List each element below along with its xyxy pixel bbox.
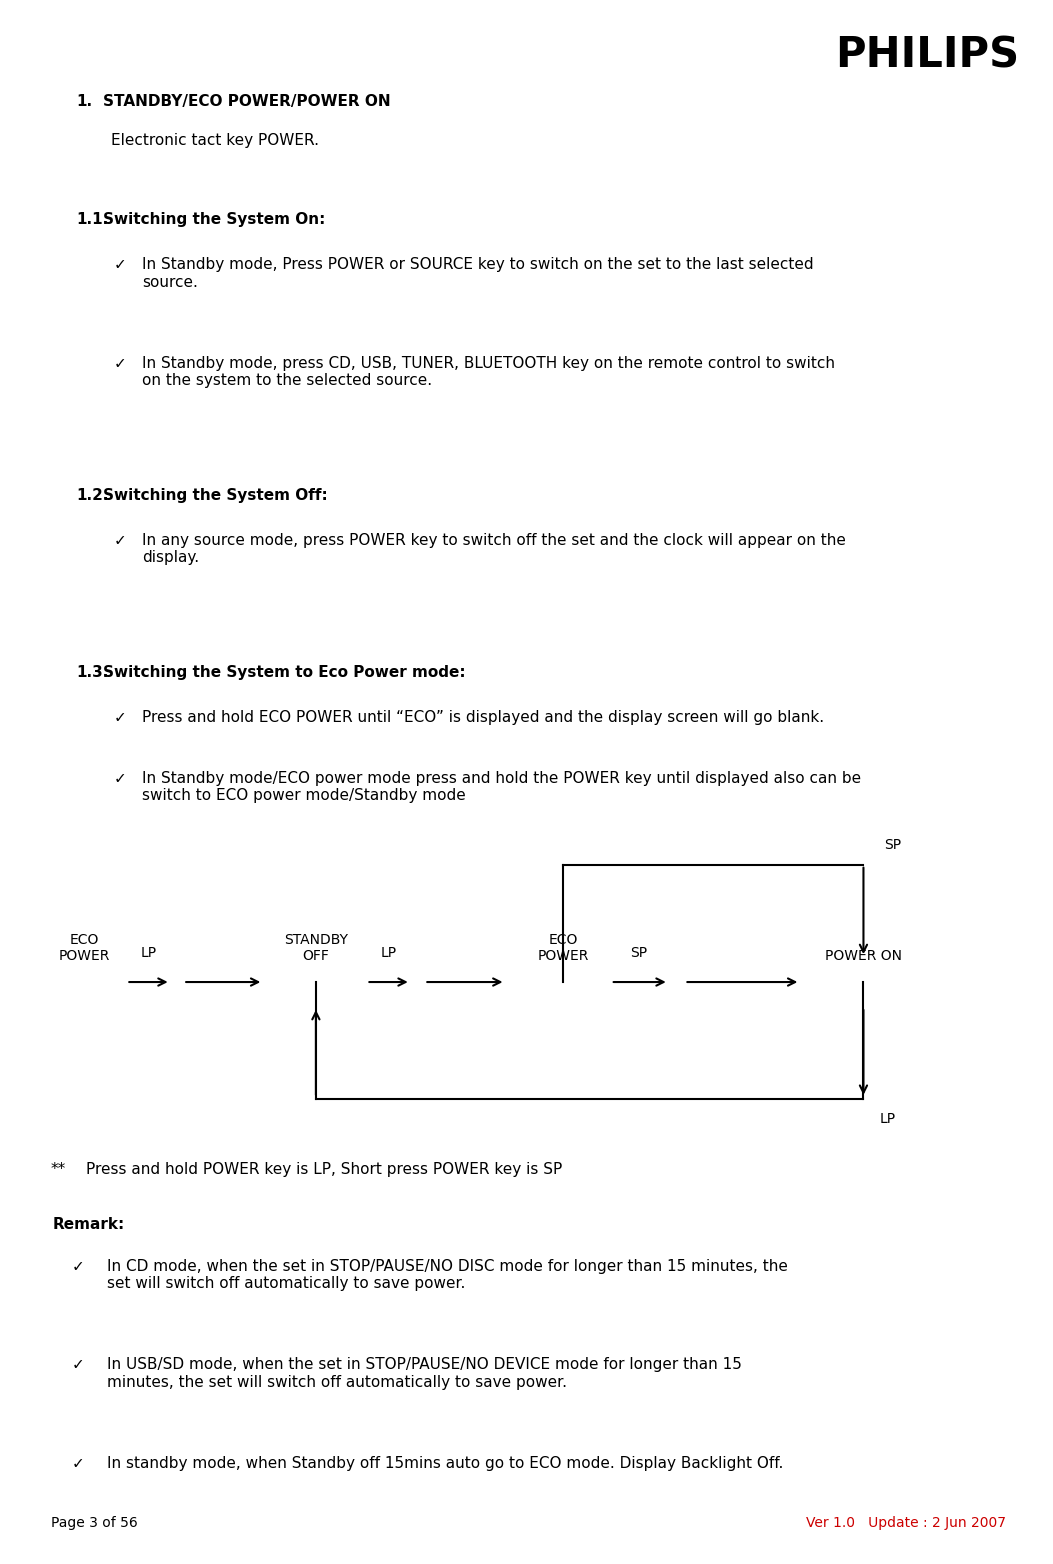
Text: ECO
POWER: ECO POWER [538,934,589,963]
Text: ✓: ✓ [114,533,126,547]
Text: 1.3.: 1.3. [76,665,108,680]
Text: Remark:: Remark: [53,1217,125,1231]
Text: Press and hold POWER key is LP, Short press POWER key is SP: Press and hold POWER key is LP, Short pr… [86,1162,562,1176]
Text: Switching the System On:: Switching the System On: [103,213,325,227]
Text: STANDBY
OFF: STANDBY OFF [284,934,347,963]
Text: In Standby mode, press CD, USB, TUNER, BLUETOOTH key on the remote control to sw: In Standby mode, press CD, USB, TUNER, B… [142,355,835,388]
Text: LP: LP [380,946,397,960]
Text: In Standby mode/ECO power mode press and hold the POWER key until displayed also: In Standby mode/ECO power mode press and… [142,771,861,804]
Text: ✓: ✓ [114,256,126,272]
Text: In CD mode, when the set in STOP/PAUSE/NO DISC mode for longer than 15 minutes, : In CD mode, when the set in STOP/PAUSE/N… [107,1259,789,1292]
Text: POWER ON: POWER ON [824,949,902,963]
Text: STANDBY/ECO POWER/POWER ON: STANDBY/ECO POWER/POWER ON [103,94,391,109]
Text: Electronic tact key POWER.: Electronic tact key POWER. [111,133,319,149]
Text: In Standby mode, Press POWER or SOURCE key to switch on the set to the last sele: In Standby mode, Press POWER or SOURCE k… [142,256,814,289]
Text: LP: LP [140,946,157,960]
Text: Page 3 of 56: Page 3 of 56 [51,1516,137,1530]
Text: ✓: ✓ [72,1358,84,1372]
Text: Ver 1.0   Update : 2 Jun 2007: Ver 1.0 Update : 2 Jun 2007 [806,1516,1006,1530]
Text: LP: LP [879,1112,895,1126]
Text: 1.: 1. [76,94,92,109]
Text: SP: SP [885,838,901,852]
Text: PHILIPS: PHILIPS [835,34,1019,77]
Text: ✓: ✓ [114,355,126,371]
Text: ✓: ✓ [114,771,126,785]
Text: In any source mode, press POWER key to switch off the set and the clock will app: In any source mode, press POWER key to s… [142,533,846,566]
Text: ✓: ✓ [114,710,126,726]
Text: ✓: ✓ [72,1259,84,1273]
Text: In USB/SD mode, when the set in STOP/PAUSE/NO DEVICE mode for longer than 15
min: In USB/SD mode, when the set in STOP/PAU… [107,1358,742,1390]
Text: **: ** [51,1162,65,1176]
Text: Press and hold ECO POWER until “ECO” is displayed and the display screen will go: Press and hold ECO POWER until “ECO” is … [142,710,824,726]
Text: SP: SP [631,946,648,960]
Text: ✓: ✓ [72,1456,84,1470]
Text: Switching the System to Eco Power mode:: Switching the System to Eco Power mode: [103,665,465,680]
Text: ECO
POWER: ECO POWER [59,934,110,963]
Text: 1.1.: 1.1. [76,213,108,227]
Text: In standby mode, when Standby off 15mins auto go to ECO mode. Display Backlight : In standby mode, when Standby off 15mins… [107,1456,783,1470]
Text: Switching the System Off:: Switching the System Off: [103,488,327,504]
Text: 1.2.: 1.2. [76,488,108,504]
